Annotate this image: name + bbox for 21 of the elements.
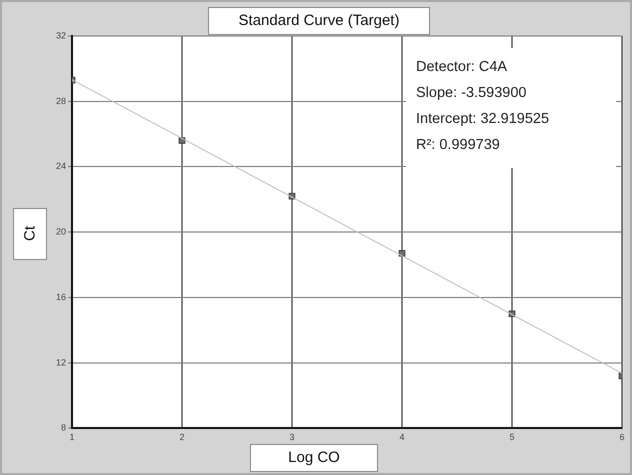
y-tick-label: 24 [56,161,66,172]
y-tick-label: 12 [56,357,66,368]
annotation: R²: 0.999739 [416,136,501,155]
y-tick-label: 32 [56,30,66,40]
x-tick-label: 6 [619,432,625,442]
y-tick-label: 20 [56,226,66,237]
y-tick-label: 8 [60,422,66,433]
x-tick-label: 5 [509,432,515,442]
annotation: Slope: -3.593900 [416,84,528,103]
annotation: Detector: C4A [416,58,508,77]
x-tick-label: 1 [70,432,75,442]
y-tick-label: 16 [56,292,66,302]
x-tick-label: 4 [399,432,405,442]
label-frame: Ct [13,208,47,260]
x-axis-title: Log CO [250,444,378,472]
x-tick-label: 2 [180,432,185,442]
chart-title: Standard Curve (Target) [208,7,430,35]
y-tick-label: 28 [56,96,66,106]
y-axis-title: Ct [22,225,38,243]
x-tick-label: 3 [290,432,295,442]
annotation: Intercept: 32.919525 [416,110,550,129]
